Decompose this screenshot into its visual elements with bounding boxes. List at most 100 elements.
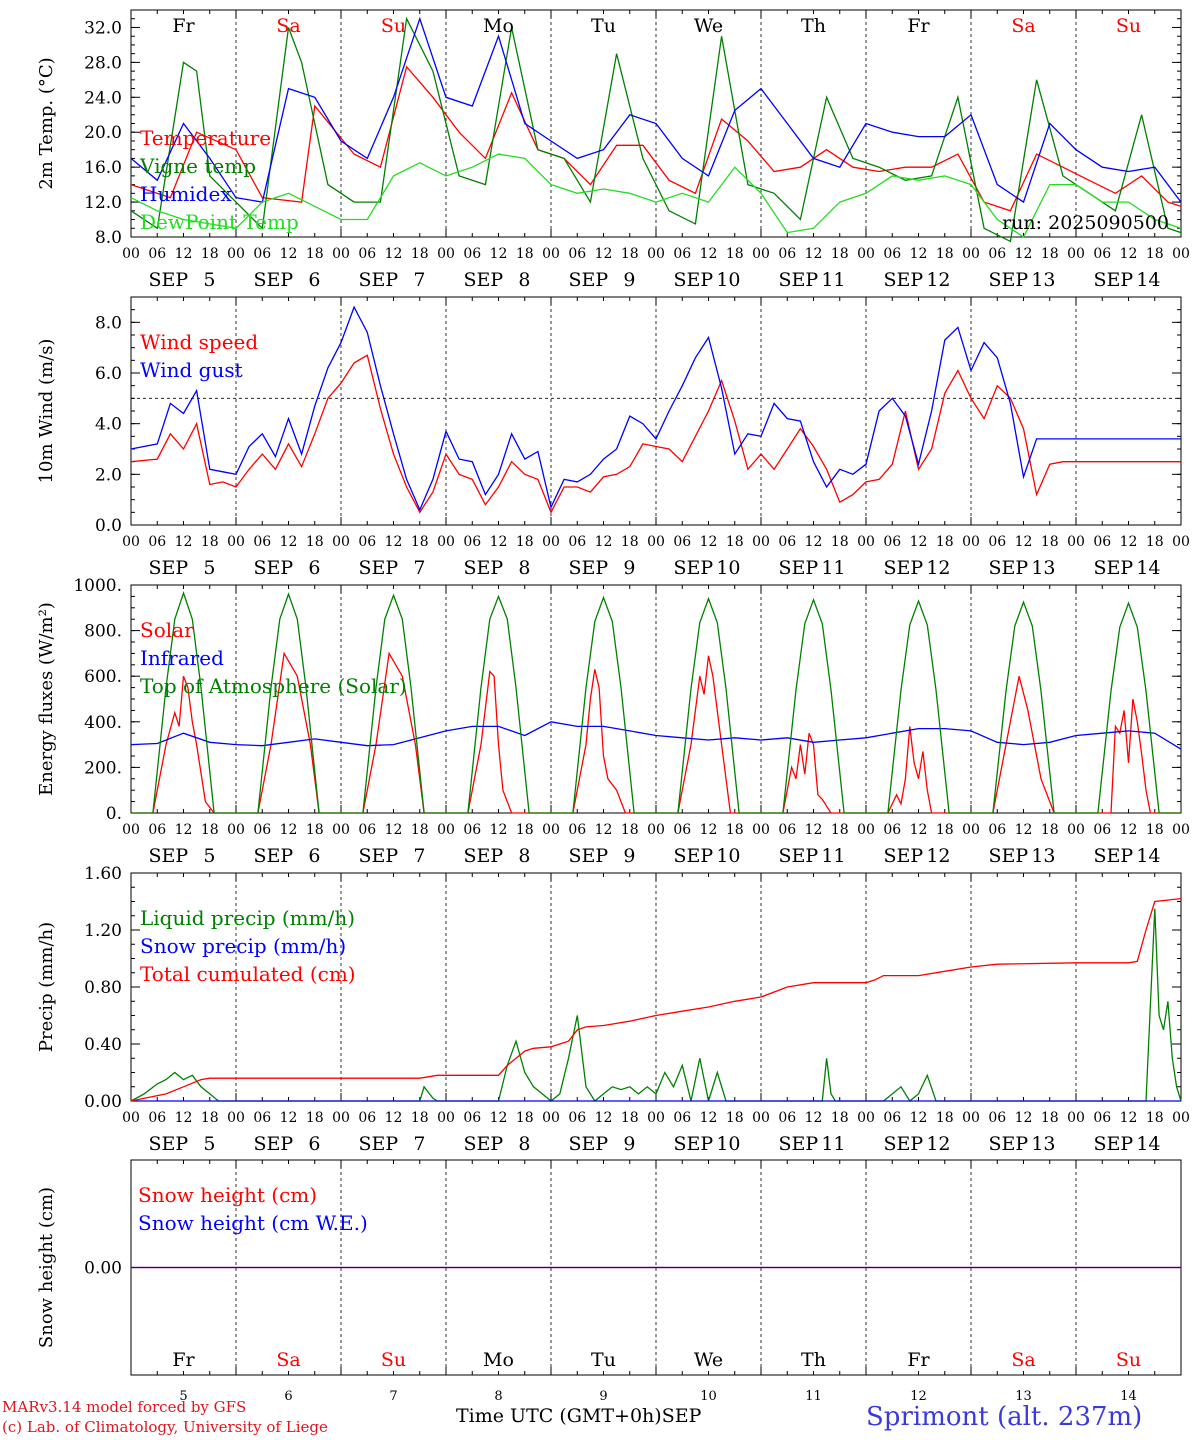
day-abbr-label: Mo	[483, 1349, 514, 1371]
date-day-label: 14	[1136, 557, 1160, 579]
date-day-label: 9	[623, 845, 635, 867]
date-month-label: SEP	[779, 557, 819, 579]
date-month-label: SEP	[569, 845, 609, 867]
y-tick-label: 800.	[84, 622, 122, 642]
date-day-label: 10	[716, 1133, 740, 1155]
date-month-label: SEP	[149, 1133, 189, 1155]
date-day-label: 10	[716, 269, 740, 291]
date-month-label: SEP	[884, 1133, 924, 1155]
date-month-label: SEP	[779, 269, 819, 291]
hour-tick-label: 12	[175, 822, 193, 838]
date-day-label: 7	[413, 845, 425, 867]
day-number-label: 9	[599, 1389, 607, 1404]
hour-tick-label: 06	[673, 534, 691, 550]
hour-tick-label: 06	[988, 246, 1006, 262]
day-abbr-label: Fr	[907, 15, 930, 37]
day-number-label: 6	[284, 1389, 292, 1404]
series-line-humidex	[130, 16, 1182, 204]
hour-tick-label: 12	[1015, 246, 1033, 262]
station-name: Sprimont (alt. 237m)	[866, 1402, 1143, 1432]
hour-tick-label: 06	[148, 822, 166, 838]
hour-tick-label: 12	[1120, 534, 1138, 550]
date-month-label: SEP	[989, 1133, 1029, 1155]
date-month-label: SEP	[779, 1133, 819, 1155]
hour-tick-label: 18	[1146, 822, 1164, 838]
date-month-label: SEP	[884, 557, 924, 579]
y-tick-label: 1.60	[84, 864, 122, 884]
date-month-label: SEP	[359, 845, 399, 867]
date-month-label: SEP	[1094, 1133, 1134, 1155]
hour-tick-label: 12	[280, 246, 298, 262]
hour-tick-label: 12	[490, 1110, 508, 1126]
hour-tick-label: 00	[437, 1110, 455, 1126]
y-tick-label: 32.0	[84, 18, 122, 38]
hour-tick-label: 06	[568, 822, 586, 838]
hour-tick-label: 06	[568, 1110, 586, 1126]
hour-tick-label: 06	[1093, 246, 1111, 262]
hour-tick-label: 12	[490, 246, 508, 262]
hour-tick-label: 18	[621, 822, 639, 838]
hour-tick-label: 06	[778, 534, 796, 550]
date-month-label: SEP	[779, 845, 819, 867]
hour-tick-label: 12	[700, 822, 718, 838]
hour-tick-label: 00	[1067, 534, 1085, 550]
date-day-label: 7	[413, 557, 425, 579]
hour-tick-label: 06	[883, 246, 901, 262]
hour-tick-label: 12	[175, 534, 193, 550]
date-day-label: 8	[518, 845, 530, 867]
hour-tick-label: 18	[411, 1110, 429, 1126]
y-tick-label: 1000.	[73, 576, 122, 596]
hour-tick-label: 12	[1120, 822, 1138, 838]
hour-tick-label: 06	[463, 246, 481, 262]
hour-tick-label: 18	[726, 246, 744, 262]
day-number-label: 8	[494, 1389, 502, 1404]
hour-tick-label: 18	[201, 822, 219, 838]
hour-tick-label: 00	[752, 534, 770, 550]
legend-entry: Snow height (cm W.E.)	[138, 1211, 368, 1235]
date-month-label: SEP	[674, 269, 714, 291]
hour-tick-label: 18	[306, 534, 324, 550]
hour-tick-label: 18	[831, 822, 849, 838]
hour-tick-label: 00	[752, 822, 770, 838]
day-abbr-label: Sa	[1011, 1349, 1035, 1371]
hour-tick-label: 12	[280, 822, 298, 838]
date-month-label: SEP	[149, 557, 189, 579]
panel-4: 0.00 0.40 0.80 1.20 1.60 Precip (mm/h) 00 06 12 1…	[36, 864, 1190, 1155]
hour-tick-label: 12	[175, 1110, 193, 1126]
hour-tick-label: 00	[437, 822, 455, 838]
hour-tick-label: 06	[988, 822, 1006, 838]
date-day-label: 10	[716, 845, 740, 867]
hour-tick-label: 00	[962, 534, 980, 550]
hour-tick-label: 06	[253, 1110, 271, 1126]
hour-tick-label: 12	[385, 1110, 403, 1126]
hour-tick-label: 18	[1041, 822, 1059, 838]
hour-tick-label: 12	[1015, 1110, 1033, 1126]
run-label: run: 2025090500	[1002, 212, 1169, 234]
hour-tick-label: 06	[463, 822, 481, 838]
date-day-label: 8	[518, 557, 530, 579]
hour-tick-label: 12	[700, 246, 718, 262]
hour-tick-label: 00	[332, 534, 350, 550]
hour-tick-label: 12	[385, 246, 403, 262]
date-month-label: SEP	[989, 557, 1029, 579]
panel-1: 8.0 12.0 16.0 20.0 24.0 28.0 32.0 2m Temp. (°C)…	[36, 9, 1190, 291]
hour-tick-label: 12	[385, 534, 403, 550]
hour-tick-label: 06	[1093, 534, 1111, 550]
hour-tick-label: 00	[227, 1110, 245, 1126]
day-number-label: 12	[910, 1389, 927, 1404]
hour-tick-label: 06	[673, 1110, 691, 1126]
hour-tick-label: 18	[516, 822, 534, 838]
hour-tick-label: 06	[988, 1110, 1006, 1126]
date-day-label: 13	[1031, 1133, 1055, 1155]
hour-tick-label: 12	[175, 246, 193, 262]
date-month-label: SEP	[569, 557, 609, 579]
series-line-total-cumulated-cm-	[130, 897, 1182, 1102]
hour-tick-label: 18	[831, 1110, 849, 1126]
day-number-label: 7	[389, 1389, 397, 1404]
hour-tick-label: 12	[595, 246, 613, 262]
y-tick-label: 0.80	[84, 978, 122, 998]
date-month-label: SEP	[464, 845, 504, 867]
date-day-label: 11	[821, 557, 845, 579]
hour-tick-label: 00	[962, 822, 980, 838]
y-tick-label: 2.0	[95, 465, 122, 485]
